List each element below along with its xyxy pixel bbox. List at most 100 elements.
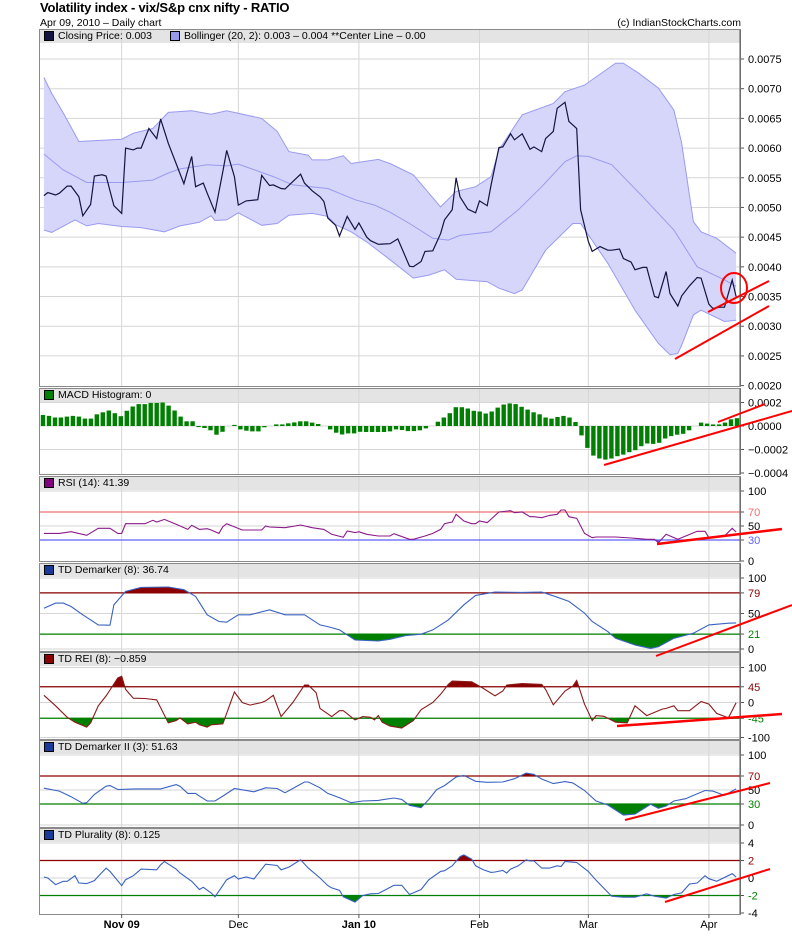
y-tick-label: -4 [748,908,758,920]
macd-histogram-bar [573,422,578,426]
macd-histogram-bar [88,418,94,426]
y-tick-label: 100 [748,663,766,675]
macd-plot-area [40,402,740,460]
macd-histogram-bar [244,426,249,431]
y-tick-label: 0.0075 [748,54,782,66]
td-demarker-line [43,586,737,649]
y-tick-label: 0.0055 [748,173,782,185]
macd-histogram-bar [100,412,105,426]
macd-histogram-bar [148,402,153,426]
macd-histogram-bar [184,421,189,426]
macd-histogram-bar [82,418,88,426]
trendline-annotation [655,604,792,657]
macd-histogram-bar [190,421,195,426]
macd-histogram-bar [525,409,530,426]
legend-label: TD Demarker II (3): 51.63 [58,741,178,753]
y-tick-label: 0 [748,644,754,656]
td-demarker-ii-legend: TD Demarker II (3): 51.63 [44,741,192,753]
macd-histogram-bar [387,426,393,432]
td-demarker-oversold-fill [43,634,737,649]
td-plurality-oversold-fill-group [43,895,737,903]
macd-histogram-bar [603,426,608,460]
macd-histogram-bar [555,417,560,426]
y-tick-label: 0.0020 [748,381,782,393]
rsi-line [43,509,737,544]
x-axis: Nov 09 Dec Jan 10 Feb Mar Apr [104,914,718,931]
legend-label: TD REI (8): −0.859 [58,653,147,665]
macd-histogram-bar [136,404,141,426]
y-tick-label: 0.0065 [748,113,782,125]
legend-item: Closing Price: 0.003 [44,30,152,42]
td-demarker-ii-line [43,772,737,816]
x-tick-label: Apr [700,919,717,931]
macd-histogram-bar [489,411,494,426]
closing-price-line [43,101,737,310]
legend-swatch [169,31,180,41]
y-tick-label: 4 [748,838,754,850]
td-plurality-panel: 4 2 0 -2 -4 [39,828,758,920]
macd-histogram-bar [339,426,345,435]
y-tick-label: 0.0040 [748,262,782,274]
macd-histogram-bar [722,422,728,426]
macd-histogram-bar [250,426,255,432]
y-tick-label: 0.0030 [748,321,782,333]
macd-histogram-bar [501,404,506,426]
legend-item: MACD Histogram: 0 [44,389,151,401]
rsi-legend: RSI (14): 41.39 [44,477,143,489]
bollinger-band-area [43,63,737,355]
macd-histogram-bar [477,411,482,426]
macd-histogram-bar [381,426,387,432]
y-tick-label: 0.0035 [748,292,782,304]
y-tick-label: −0.0002 [748,445,788,457]
macd-histogram-bar [405,426,411,432]
macd-histogram-bar [549,418,554,426]
td-rei-legend: TD REI (8): −0.859 [44,653,160,665]
macd-histogram-bar [304,421,309,426]
x-tick-label: Nov 09 [104,919,140,931]
td-plurality-legend: TD Plurality (8): 0.125 [44,829,174,841]
macd-histogram-bar [292,422,297,426]
td-rei-plot-area [43,675,737,729]
macd-histogram-bar [716,424,722,426]
y-tick-label: 0 [748,820,754,832]
td-plurality-line [43,854,737,903]
legend-label: Bollinger (20, 2): 0.003 – 0.004 **Cente… [183,30,426,42]
macd-histogram-bar [567,417,572,426]
macd-histogram-bar [316,424,321,426]
price-panel: 0.0075 0.0070 0.0065 0.0060 0.0055 0.0050 0.00… [39,29,782,393]
macd-histogram-bar [64,416,70,426]
macd-histogram-bar [345,426,351,434]
panel-legend-band [40,653,740,666]
trendline-annotation [674,305,770,360]
trendline-annotation [707,280,770,313]
y-tick-label: 79 [748,588,760,600]
panel-legend-band [40,477,740,490]
macd-histogram-bar [399,426,405,430]
legend-swatch [44,31,54,41]
macd-histogram-bar [423,426,429,429]
macd-histogram-bar [609,426,614,459]
panel-legend-band [40,741,740,754]
macd-histogram-bar [704,423,710,426]
macd-histogram-bar [675,426,680,435]
y-tick-label: 70 [748,507,760,519]
macd-histogram-bar [124,410,129,426]
y-tick-label: 21 [748,629,760,641]
macd-histogram-bar [393,426,399,430]
td-demarker-oversold-fill-group [43,634,737,649]
macd-histogram-bar [208,426,213,431]
macd-histogram-bar [465,408,470,426]
macd-histogram-bar [591,426,596,456]
macd-histogram-bar [357,426,363,432]
macd-legend: MACD Histogram: 0 [44,389,165,401]
y-tick-label: 0.0060 [748,143,782,155]
macd-histogram-bar [328,426,333,430]
macd-histogram-bar [459,407,464,426]
macd-histogram-bar [375,426,381,432]
macd-histogram-bar [734,418,740,426]
macd-histogram-bar [579,426,584,436]
y-tick-label: 70 [748,771,760,783]
macd-histogram-bar [519,406,524,426]
macd-histogram-bar [495,407,500,426]
